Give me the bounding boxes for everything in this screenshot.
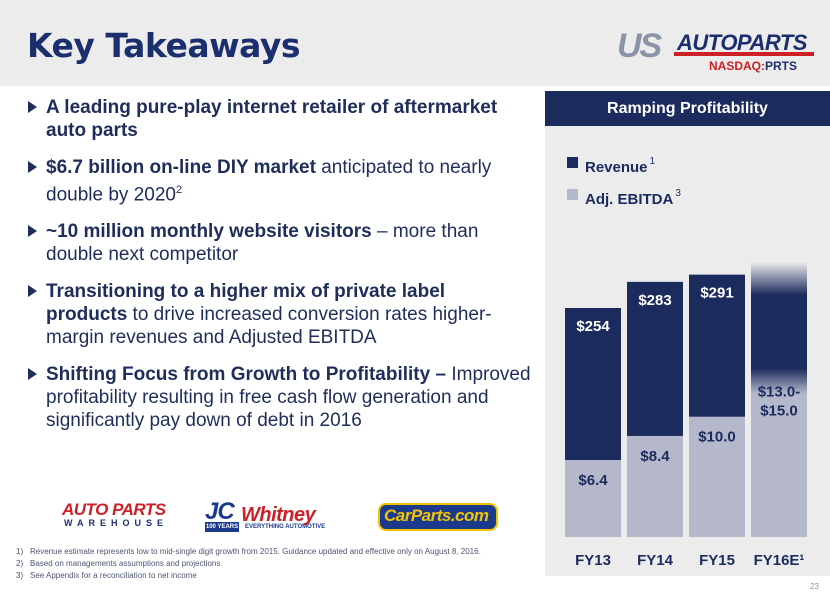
apw-top-text: AUTO PARTS xyxy=(62,500,166,519)
bullet-bold: Shifting Focus from Growth to Profitabil… xyxy=(46,364,447,386)
revenue-bar-label: $291 xyxy=(700,285,733,302)
bullet-item: ~10 million monthly website visitors – m… xyxy=(26,220,531,266)
bullet-triangle-icon xyxy=(28,225,37,238)
carparts-text: CarParts.com xyxy=(384,506,489,525)
legend-item-ebitda: Adj. EBITDA 3 xyxy=(567,183,681,208)
legend-label-ebitda: Adj. EBITDA xyxy=(585,191,674,208)
footnote: 2) Based on managements assumptions and p… xyxy=(16,558,526,570)
bullet-triangle-icon xyxy=(28,285,37,298)
footnote: 1) Revenue estimate represents low to mid… xyxy=(16,546,526,558)
footnote-num: 1) xyxy=(16,547,24,556)
bullet-triangle-icon xyxy=(28,161,37,173)
ebitda-bar xyxy=(565,460,621,537)
brand-logos: AUTO PARTS WAREHOUSE JC 100 YEARS Whitne… xyxy=(60,498,500,532)
legend-swatch-revenue xyxy=(567,157,578,168)
ebitda-bar xyxy=(751,368,807,537)
legend-swatch-ebitda xyxy=(567,189,578,200)
revenue-bar-label: $254 xyxy=(576,318,610,335)
category-label: FY13 xyxy=(575,552,611,569)
bullet-bold: A leading pure-play internet retailer of… xyxy=(46,97,498,141)
ebitda-bar-label: $15.0 xyxy=(760,403,798,420)
legend-label-revenue: Revenue xyxy=(585,159,648,176)
jc-whitney-logo: JC 100 YEARS Whitney EVERYTHING AUTOMOTI… xyxy=(205,498,350,532)
bullet-item: Shifting Focus from Growth to Profitabil… xyxy=(26,363,531,432)
carparts-logo: CarParts.com xyxy=(378,503,498,531)
ebitda-bar-label: $8.4 xyxy=(640,448,670,465)
autoparts-warehouse-logo: AUTO PARTS WAREHOUSE xyxy=(60,500,172,532)
footnote-text: See Appendix for a reconciliation to net… xyxy=(30,571,197,580)
bullet-text: to drive increased conversion rates high… xyxy=(46,304,492,349)
chart-title: Ramping Profitability xyxy=(545,91,830,126)
footnote: 3) See Appendix for a reconciliation to n… xyxy=(16,570,526,582)
header-band xyxy=(0,0,830,86)
company-logo: US AUTOPARTS NASDAQ:PRTS xyxy=(617,27,822,77)
legend-footnote-ref: 3 xyxy=(675,188,681,199)
bullet-footnote-ref: 2 xyxy=(175,184,183,196)
ebitda-bar-label: $10.0 xyxy=(698,429,736,446)
takeaway-list: A leading pure-play internet retailer of… xyxy=(26,96,531,446)
whitney-text: Whitney xyxy=(241,504,316,526)
bar-chart: $254 $6.4 FY13 $283 $8.4 FY14 $291 $10.0 FY15 $13… xyxy=(565,262,807,569)
bullet-triangle-icon xyxy=(28,368,37,381)
bullet-item: $6.7 billion on-line DIY market anticipa… xyxy=(26,156,531,206)
apw-bottom-text: WAREHOUSE xyxy=(64,518,169,528)
bullet-item: A leading pure-play internet retailer of… xyxy=(26,96,531,142)
ebitda-bar-label: $13.0- xyxy=(758,384,801,401)
jc-tagline: EVERYTHING AUTOMOTIVE xyxy=(245,524,326,530)
footnote-text: Revenue estimate represents low to mid-s… xyxy=(30,547,481,556)
bullet-bold: ~10 million monthly website visitors xyxy=(46,221,372,243)
ebitda-bar-label: $6.4 xyxy=(578,472,608,489)
category-label: FY16E¹ xyxy=(754,552,805,569)
category-label: FY15 xyxy=(699,552,735,569)
footnote-text: Based on managements assumptions and pro… xyxy=(30,559,221,568)
page-number: 23 xyxy=(810,582,819,591)
chart-panel: Ramping Profitability Revenue 1 Adj. EBIT… xyxy=(545,91,830,576)
bullet-text: – more than double next competitor xyxy=(46,221,479,266)
ticker-label: NASDAQ:PRTS xyxy=(709,59,797,73)
ebitda-bar xyxy=(627,435,683,537)
footnote-num: 3) xyxy=(16,571,24,580)
legend-footnote-ref: 1 xyxy=(649,156,656,167)
logo-swoosh xyxy=(674,52,814,56)
logo-us: US xyxy=(617,27,662,65)
ebitda-bar xyxy=(689,416,745,537)
bullet-text: Improved profitability resulting in free… xyxy=(46,364,531,432)
bullet-bold: $6.7 billion on-line DIY market xyxy=(46,157,316,178)
page-title: Key Takeaways xyxy=(27,26,301,65)
bullet-triangle-icon xyxy=(28,101,37,113)
revenue-bar-label: $283 xyxy=(638,292,671,309)
ticker-symbol: PRTS xyxy=(765,59,798,73)
logo-autoparts: AUTOPARTS xyxy=(677,30,807,55)
bullet-text: anticipated to nearly double by 2020 xyxy=(46,157,492,206)
bullet-item: Transitioning to a higher mix of private… xyxy=(26,280,531,349)
category-label: FY14 xyxy=(637,552,674,569)
bullet-bold: Transitioning to a higher mix of private… xyxy=(46,281,446,326)
jc-years-badge: 100 YEARS xyxy=(205,522,239,532)
footnotes: 1) Revenue estimate represents low to mid… xyxy=(16,546,526,582)
jc-text: JC xyxy=(205,498,235,525)
legend-item-revenue: Revenue 1 xyxy=(567,151,681,176)
exchange-label: NASDAQ: xyxy=(709,59,765,73)
footnote-num: 2) xyxy=(16,559,24,568)
chart-legend: Revenue 1 Adj. EBITDA 3 xyxy=(567,151,681,215)
